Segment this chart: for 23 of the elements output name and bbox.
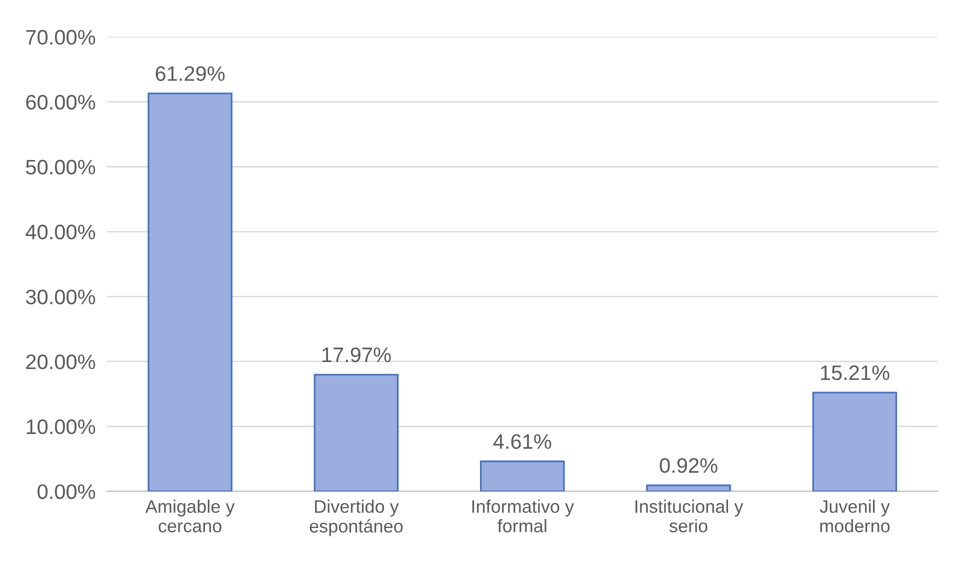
bar: [646, 484, 731, 492]
data-label: 4.61%: [493, 434, 552, 449]
y-tick-label: 0.00%: [38, 484, 96, 500]
x-tick-label: Institucional y serio: [636, 500, 744, 532]
bar: [480, 460, 565, 492]
y-tick-label: 10.00%: [26, 419, 96, 434]
y-tick-label: 50.00%: [26, 160, 96, 174]
bar: [314, 374, 399, 492]
x-tick-label: Informativo y formal: [472, 500, 574, 532]
y-tick-label: 40.00%: [26, 224, 96, 240]
x-tick-label: Divertido y espontáneo: [310, 500, 403, 536]
data-label: 15.21%: [820, 365, 890, 380]
bar: [812, 392, 898, 492]
y-tick-label: 20.00%: [26, 354, 96, 370]
x-tick-label: Amigable y cercano: [145, 500, 235, 532]
y-tick-label: 70.00%: [26, 30, 96, 45]
data-label: 0.92%: [660, 458, 718, 473]
x-tick-label: Juvenil y moderno: [820, 500, 890, 532]
y-tick-label: 30.00%: [26, 290, 96, 304]
y-tick-label: 60.00%: [26, 94, 96, 110]
data-label: 61.29%: [156, 66, 225, 82]
bar: [148, 92, 232, 492]
data-label: 17.97%: [322, 347, 391, 362]
